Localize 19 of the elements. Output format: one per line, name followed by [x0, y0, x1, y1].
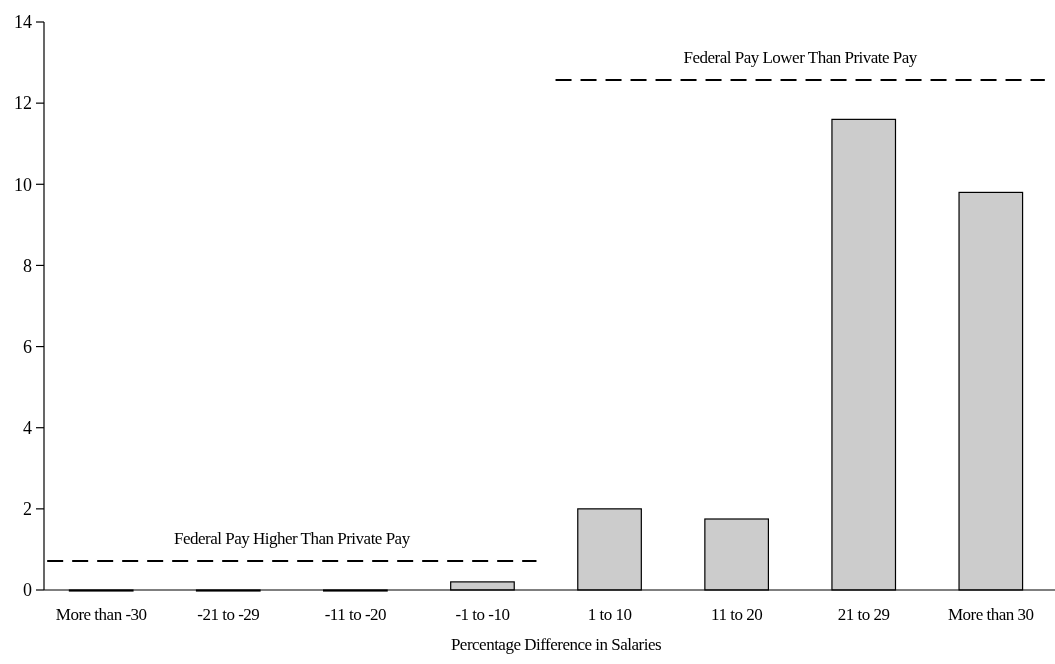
y-tick-label: 8 — [23, 255, 32, 276]
x-tick-label: -1 to -10 — [455, 605, 510, 624]
x-tick-label: 1 to 10 — [587, 605, 632, 624]
x-tick-label: 21 to 29 — [837, 605, 890, 624]
y-tick-label: 4 — [23, 418, 32, 439]
annotation: Federal Pay Higher Than Private Pay — [173, 529, 411, 548]
x-tick-label: -21 to -29 — [197, 605, 260, 624]
y-tick-label: 14 — [14, 12, 32, 33]
y-tick-label: 10 — [14, 174, 32, 195]
x-tick-label: -11 to -20 — [324, 605, 387, 624]
y-tick-label: 0 — [23, 580, 32, 601]
x-tick-label: More than -30 — [55, 605, 147, 624]
y-tick-label: 6 — [23, 336, 32, 357]
x-tick-label: More than 30 — [948, 605, 1034, 624]
y-tick-label: 2 — [23, 499, 32, 520]
annotation: Federal Pay Lower Than Private Pay — [683, 48, 918, 67]
x-axis-title: Percentage Difference in Salaries — [450, 635, 662, 654]
x-tick-label: 11 to 20 — [711, 605, 763, 624]
y-tick-label: 12 — [14, 93, 32, 114]
